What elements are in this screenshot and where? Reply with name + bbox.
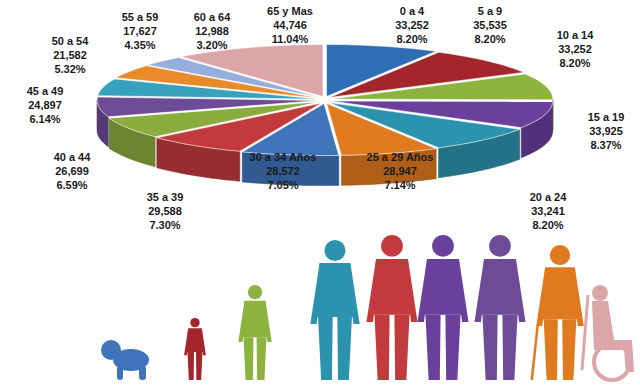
category-label: 45 a 49 — [27, 85, 64, 97]
percentage-label: 5.32% — [54, 63, 85, 75]
silhouette — [101, 340, 149, 380]
percentage-label: 8.37% — [590, 139, 621, 151]
slice — [98, 79, 320, 99]
category-label: 35 a 39 — [147, 191, 184, 203]
percentage-label: 3.20% — [196, 39, 227, 51]
value-label: 28,572 — [266, 165, 300, 177]
silhouette — [474, 235, 525, 380]
category-label: 60 a 64 — [194, 11, 232, 23]
category-label: 30 a 34 Años — [250, 151, 317, 163]
percentage-label: 7.14% — [384, 179, 415, 191]
slice — [327, 103, 437, 155]
category-label: 0 a 4 — [400, 5, 425, 17]
silhouette — [582, 285, 634, 380]
pie — [97, 45, 553, 186]
value-label: 44,746 — [273, 19, 307, 31]
silhouette — [532, 245, 584, 380]
category-label: 15 a 19 — [588, 111, 625, 123]
slice-group — [327, 103, 437, 185]
percentage-label: 6.14% — [29, 113, 60, 125]
percentage-label: 4.35% — [124, 39, 155, 51]
percentage-label: 8.20% — [532, 219, 563, 231]
slice-group — [242, 104, 338, 186]
percentage-label: 8.20% — [396, 33, 427, 45]
chart-svg: 0 a 4 33,252 8.20% 5 a 9 35,535 8.20% 10 a 14 3… — [0, 0, 640, 386]
value-label: 24,897 — [28, 99, 62, 111]
percentage-label: 7.05% — [267, 179, 298, 191]
category-label: 5 a 9 — [478, 5, 502, 17]
value-label: 17,627 — [123, 25, 157, 37]
value-label: 33,252 — [395, 19, 429, 31]
category-label: 40 a 44 — [54, 151, 92, 163]
slice — [331, 74, 553, 100]
percentage-label: 8.20% — [474, 33, 505, 45]
silhouette — [417, 235, 468, 380]
slice-group — [98, 79, 320, 99]
silhouette — [310, 240, 359, 380]
percentage-label: 7.30% — [149, 219, 180, 231]
category-label: 65 y Mas — [267, 5, 313, 17]
percentage-label: 8.20% — [559, 57, 590, 69]
value-label: 33,241 — [531, 205, 565, 217]
value-label: 33,252 — [558, 43, 592, 55]
value-label: 29,588 — [148, 205, 182, 217]
percentage-label: 6.59% — [56, 179, 87, 191]
value-label: 33,925 — [589, 125, 623, 137]
data-labels: 0 a 4 33,252 8.20% 5 a 9 35,535 8.20% 10 a 14 3… — [27, 5, 625, 231]
value-label: 12,988 — [195, 25, 229, 37]
value-label: 26,699 — [55, 165, 89, 177]
silhouette — [366, 235, 417, 380]
category-label: 55 a 59 — [122, 11, 159, 23]
chart-container: 0 a 4 33,252 8.20% 5 a 9 35,535 8.20% 10 a 14 3… — [0, 0, 640, 386]
category-label: 10 a 14 — [557, 29, 595, 41]
value-label: 28,947 — [383, 165, 417, 177]
value-label: 21,582 — [53, 49, 87, 61]
silhouettes — [101, 235, 634, 380]
percentage-label: 11.04% — [272, 33, 309, 45]
slice — [242, 104, 338, 156]
category-label: 20 a 24 — [530, 191, 568, 203]
category-label: 50 a 54 — [52, 35, 90, 47]
value-label: 35,535 — [473, 19, 507, 31]
silhouette — [184, 318, 206, 380]
category-label: 25 a 29 Años — [367, 151, 434, 163]
silhouette — [238, 285, 271, 380]
